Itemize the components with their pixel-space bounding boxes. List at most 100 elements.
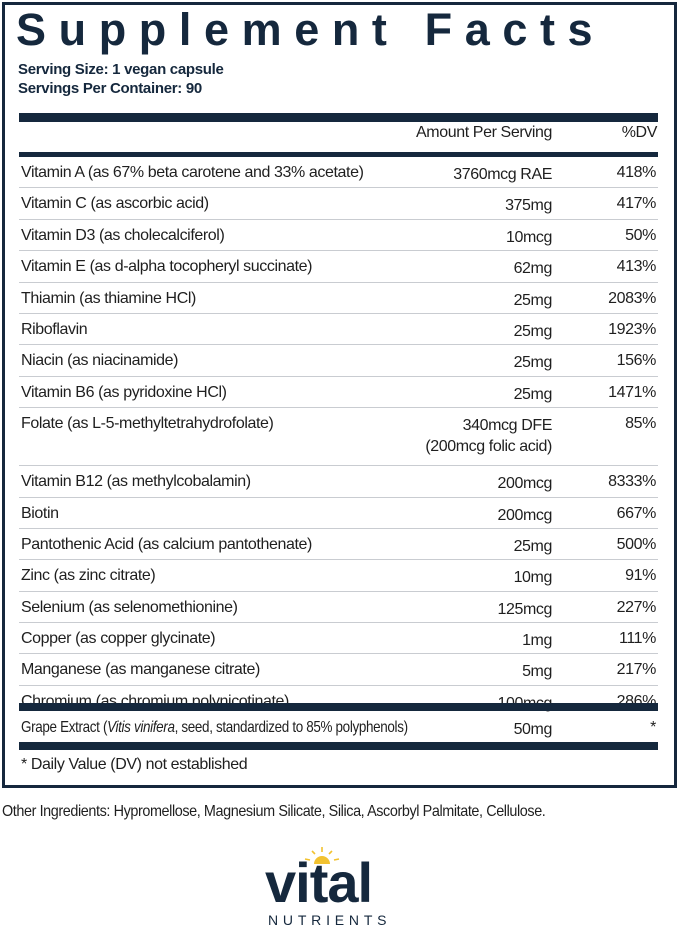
amount-value: 200mcg — [497, 475, 552, 493]
nutrient-dv: 1923% — [608, 320, 656, 338]
divider-thick — [19, 742, 658, 750]
divider-thick — [19, 113, 658, 122]
nutrient-amount: 5mg — [522, 661, 552, 682]
nutrient-dv: 500% — [616, 535, 657, 553]
table-row: Vitamin A (as 67% beta carotene and 33% … — [19, 157, 658, 189]
nutrient-dv: 667% — [616, 504, 657, 522]
logo-subtitle: NUTRIENTS — [268, 912, 392, 928]
amount-value: 1mg — [522, 632, 552, 650]
amount-value: 3760mcg RAE — [453, 166, 552, 183]
nutrient-name: Manganese (as manganese citrate) — [21, 661, 260, 679]
amount-value: 25mg — [513, 385, 553, 403]
nutrient-dv: 8333% — [608, 473, 656, 491]
table-row: Thiamin (as thiamine HCl) 25mg 2083% — [19, 283, 658, 314]
nutrient-dv: 1471% — [608, 383, 656, 401]
logo-word: vital — [265, 851, 373, 914]
nutrient-name: Vitamin C (as ascorbic acid) — [21, 195, 209, 213]
nutrient-dv: 91% — [625, 567, 656, 585]
nutrient-amount: 25mg — [513, 536, 553, 557]
nutrient-name: Copper (as copper glycinate) — [21, 630, 216, 648]
nutrient-dv: 217% — [616, 661, 657, 679]
amount-value: 25mg — [513, 322, 553, 340]
table-row: Vitamin D3 (as cholecalciferol) 10mcg 50% — [19, 220, 658, 252]
dv-header: %DV — [621, 124, 658, 141]
table-row: Vitamin B6 (as pyridoxine HCl) 25mg 1471% — [19, 377, 658, 409]
serving-size: Serving Size: 1 vegan capsule — [18, 61, 224, 78]
nutrient-name: Vitamin A (as 67% beta carotene and 33% … — [21, 164, 364, 181]
amount-value: 375mg — [505, 197, 552, 215]
nutrient-amount: 25mg — [513, 321, 553, 342]
nutrient-dv: 111% — [619, 630, 656, 648]
table-row: Vitamin C (as ascorbic acid) 375mg 417% — [19, 188, 658, 220]
nutrient-amount: 62mg — [513, 258, 553, 279]
table-row: Copper (as copper glycinate) 1mg 111% — [19, 623, 658, 655]
amount-value: 25mg — [513, 291, 553, 309]
amount-value: 25mg — [513, 354, 553, 372]
table-row: Vitamin E (as d-alpha tocopheryl succina… — [19, 251, 658, 283]
nutrient-name: Vitamin D3 (as cholecalciferol) — [21, 226, 225, 244]
nutrient-dv: 417% — [616, 195, 657, 213]
servings-per-container: Servings Per Container: 90 — [18, 80, 202, 97]
nutrient-amount: 340mcg DFE (200mcg folic acid) — [425, 415, 552, 457]
brand-logo: vital NUTRIENTS — [265, 847, 415, 932]
nutrient-name: Vitamin B12 (as methylcobalamin) — [21, 473, 251, 491]
nutrient-amount: 375mg — [505, 195, 552, 216]
amount-value: 125mcg — [497, 600, 552, 618]
table-row: Niacin (as niacinamide) 25mg 156% — [19, 345, 658, 377]
nutrient-dv: 50% — [625, 226, 656, 244]
nutrient-amount: 50mg — [513, 721, 553, 738]
table-row: Manganese (as manganese citrate) 5mg 217% — [19, 654, 658, 686]
nutrient-dv: 156% — [616, 352, 657, 370]
nutrient-amount: 25mg — [513, 384, 553, 405]
amount-value: 200mcg — [497, 506, 552, 524]
table-row: Vitamin B12 (as methylcobalamin) 200mcg 83… — [19, 466, 658, 498]
nutrient-dv: 418% — [616, 164, 657, 181]
nutrient-dv: * — [650, 719, 656, 736]
amount-value: 340mcg DFE — [462, 417, 553, 435]
nutrient-amount: 200mcg — [497, 473, 552, 494]
nutrient-dv: 227% — [616, 598, 657, 616]
nutrient-dv: 2083% — [608, 289, 656, 307]
amount-value: 62mg — [513, 260, 553, 278]
table-row: Biotin 200mcg 667% — [19, 498, 658, 529]
table-row: Selenium (as selenomethionine) 125mcg 227% — [19, 592, 658, 624]
nutrient-name: Zinc (as zinc citrate) — [21, 567, 156, 585]
amount-value: 10mg — [513, 569, 553, 587]
nutrient-amount: 1mg — [522, 630, 552, 651]
nutrient-name: Vitamin E (as d-alpha tocopheryl succina… — [21, 258, 313, 276]
nutrient-amount: 10mg — [513, 567, 553, 588]
nutrient-name: Riboflavin — [21, 320, 88, 338]
nutrient-name: Biotin — [21, 504, 59, 522]
nutrient-dv: 85% — [625, 415, 656, 433]
amount-value: 25mg — [513, 537, 553, 555]
nutrient-name: Vitamin B6 (as pyridoxine HCl) — [21, 383, 227, 401]
amount-note: (200mcg folic acid) — [425, 438, 552, 456]
nutrient-table: Vitamin A (as 67% beta carotene and 33% … — [19, 157, 658, 716]
nutrient-name: Folate (as L-5-methyltetrahydrofolate) — [21, 415, 274, 433]
panel-title: Supplement Facts — [16, 4, 606, 55]
nutrient-amount: 25mg — [513, 352, 553, 373]
sun-icon — [304, 847, 340, 864]
table-row: Folate (as L-5-methyltetrahydrofolate) 34… — [19, 408, 658, 467]
nutrient-name: Selenium (as selenomethionine) — [21, 598, 238, 616]
table-row: Riboflavin 25mg 1923% — [19, 314, 658, 346]
nutrient-amount: 125mcg — [497, 599, 552, 620]
nutrient-name: Thiamin (as thiamine HCl) — [21, 289, 196, 307]
table-row: Pantothenic Acid (as calcium pantothenat… — [19, 529, 658, 561]
grape-extract-row: Grape Extract (Vitis vinifera, seed, sta… — [19, 712, 658, 742]
divider-thick — [19, 703, 658, 711]
nutrient-name: Niacin (as niacinamide) — [21, 352, 179, 370]
footnote: * Daily Value (DV) not established — [21, 756, 248, 773]
nutrient-name: Pantothenic Acid (as calcium pantothenat… — [21, 535, 312, 553]
table-row: Zinc (as zinc citrate) 10mg 91% — [19, 560, 658, 592]
supplement-facts-panel — [2, 2, 677, 788]
nutrient-dv: 413% — [616, 258, 657, 276]
nutrient-name: Grape Extract (Vitis vinifera, seed, sta… — [21, 719, 408, 736]
divider-header — [19, 152, 658, 157]
nutrient-amount: 10mcg — [506, 227, 552, 248]
nutrient-amount: 25mg — [513, 290, 553, 311]
nutrient-amount: 3760mcg RAE — [453, 164, 552, 185]
other-ingredients: Other Ingredients: Hypromellose, Magnesi… — [2, 803, 546, 820]
nutrient-amount: 200mcg — [497, 505, 552, 526]
amount-value: 10mcg — [505, 228, 552, 246]
